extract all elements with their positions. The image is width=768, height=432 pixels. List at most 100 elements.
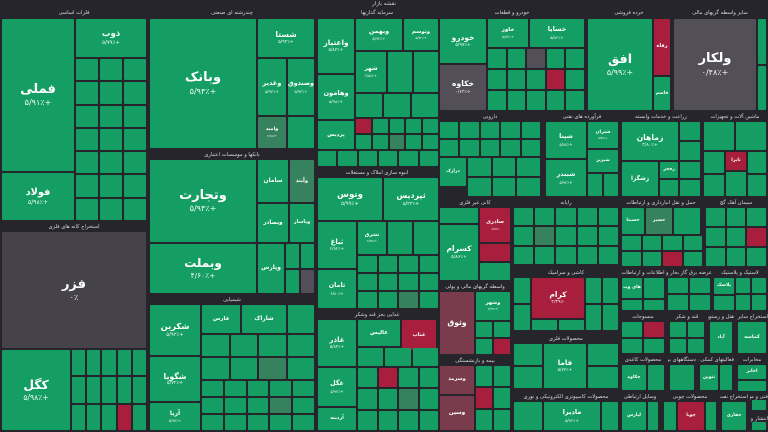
treemap-tile[interactable]: [87, 377, 101, 403]
treemap-tile[interactable]: [622, 252, 641, 266]
treemap-tile[interactable]: [100, 82, 122, 104]
treemap-tile[interactable]: [604, 174, 618, 196]
treemap-tile[interactable]: [72, 404, 86, 430]
treemap-tile[interactable]: [399, 274, 418, 290]
treemap-tile-وصندوق[interactable]: وصندوق +۵/۹۳٪: [288, 59, 314, 115]
treemap-tile[interactable]: [389, 119, 405, 133]
treemap-tile[interactable]: [224, 415, 246, 430]
treemap-tile[interactable]: [476, 322, 492, 337]
treemap-tile[interactable]: [680, 180, 700, 196]
treemap-tile[interactable]: [752, 295, 766, 310]
treemap-tile[interactable]: [124, 128, 146, 151]
treemap-tile[interactable]: [663, 252, 682, 266]
treemap-tile[interactable]: [460, 122, 479, 138]
treemap-tile[interactable]: [259, 335, 286, 356]
treemap-tile-وتوسم[interactable]: وتوسم +۵/۷۲٪: [404, 19, 438, 50]
treemap-tile[interactable]: [668, 278, 688, 293]
treemap-tile[interactable]: [379, 151, 398, 166]
treemap-tile[interactable]: [603, 278, 618, 303]
treemap-tile[interactable]: [202, 335, 229, 356]
treemap-tile-آریا[interactable]: آریا +۵/۹۷٪: [150, 403, 200, 430]
treemap-tile[interactable]: [476, 388, 492, 408]
treemap-tile-تایرا[interactable]: تایرا: [726, 152, 746, 170]
treemap-tile[interactable]: [546, 49, 565, 68]
treemap-tile[interactable]: [690, 295, 710, 310]
treemap-tile[interactable]: [588, 367, 618, 388]
treemap-tile-وشهر[interactable]: وشهر +۲/۹۳٪: [476, 292, 510, 320]
treemap-tile[interactable]: [288, 117, 314, 148]
treemap-tile[interactable]: [752, 278, 766, 293]
treemap-tile[interactable]: [532, 320, 557, 330]
treemap-tile[interactable]: [736, 278, 750, 293]
treemap-tile[interactable]: [389, 135, 405, 149]
treemap-tile-زماهان[interactable]: زماهان +۴/۸۰٪: [622, 122, 678, 160]
treemap-tile-ثپردیس[interactable]: ثپردیس +۵/۴۳٪: [384, 178, 438, 220]
treemap-tile[interactable]: [76, 59, 98, 81]
treemap-tile-ذوب[interactable]: ذوب +۵/۷۹٪: [76, 19, 146, 57]
treemap-tile[interactable]: [102, 350, 116, 376]
treemap-tile[interactable]: [683, 236, 702, 250]
treemap-tile[interactable]: [588, 344, 618, 365]
treemap-tile[interactable]: [663, 236, 682, 250]
treemap-tile[interactable]: [706, 208, 725, 226]
treemap-tile[interactable]: [378, 292, 397, 308]
treemap-tile-ثشرق[interactable]: ثشرق +۲/۷۵٪: [358, 222, 386, 254]
treemap-tile-شپنا[interactable]: شپنا +۵/۸۷٪: [546, 122, 586, 158]
treemap-tile[interactable]: [358, 410, 377, 430]
treemap-tile[interactable]: [468, 178, 491, 196]
treemap-tile-اخابر[interactable]: اخابر: [738, 365, 766, 379]
treemap-tile-خکاوه[interactable]: خکاوه +۰/۶۲٪: [440, 65, 486, 110]
treemap-tile[interactable]: [384, 94, 410, 117]
treemap-tile[interactable]: [748, 152, 766, 173]
treemap-tile[interactable]: [738, 381, 766, 391]
treemap-tile[interactable]: [598, 208, 618, 226]
treemap-tile[interactable]: [492, 158, 516, 176]
treemap-tile[interactable]: [76, 175, 98, 197]
treemap-tile[interactable]: [644, 338, 664, 353]
treemap-tile[interactable]: [358, 256, 377, 272]
treemap-tile-چکاوه[interactable]: چکاوه: [622, 365, 646, 390]
treemap-tile[interactable]: [358, 389, 377, 409]
treemap-tile[interactable]: [706, 228, 725, 246]
treemap-tile[interactable]: [577, 246, 597, 264]
treemap-tile[interactable]: [414, 52, 438, 92]
treemap-tile[interactable]: [514, 227, 534, 245]
treemap-tile[interactable]: [501, 140, 520, 156]
treemap-tile[interactable]: [124, 82, 146, 104]
treemap-tile[interactable]: [680, 142, 700, 160]
treemap-tile[interactable]: [514, 344, 542, 365]
treemap-tile[interactable]: [440, 140, 459, 156]
treemap-tile[interactable]: [535, 246, 555, 264]
treemap-tile-لپارس[interactable]: لپارس: [622, 402, 646, 430]
treemap-tile[interactable]: [664, 402, 676, 430]
treemap-tile[interactable]: [372, 135, 388, 149]
treemap-tile[interactable]: [517, 158, 540, 176]
treemap-tile[interactable]: [488, 91, 506, 110]
treemap-tile-ثباغ[interactable]: ثباغ +۲/۸۲٪: [318, 222, 356, 268]
treemap-tile[interactable]: [87, 404, 101, 430]
treemap-tile[interactable]: [598, 227, 618, 245]
treemap-tile[interactable]: [124, 175, 146, 197]
treemap-tile[interactable]: [423, 135, 438, 149]
treemap-tile-شگویا[interactable]: شگویا +۵/۷۲٪: [150, 357, 200, 401]
treemap-tile-درازک[interactable]: درازک: [440, 158, 466, 186]
treemap-tile[interactable]: [546, 91, 565, 110]
treemap-tile[interactable]: [124, 152, 146, 174]
treemap-tile-ثامان[interactable]: ثامان +۴/۸۰٪: [318, 270, 356, 308]
treemap-tile-کماسه[interactable]: کماسه: [738, 322, 766, 353]
treemap-tile[interactable]: [559, 320, 584, 330]
treemap-tile[interactable]: [736, 295, 750, 310]
treemap-tile[interactable]: [76, 128, 98, 151]
treemap-tile[interactable]: [683, 252, 702, 266]
treemap-tile[interactable]: [414, 222, 438, 254]
treemap-tile[interactable]: [556, 227, 576, 245]
treemap-tile[interactable]: [399, 368, 418, 388]
treemap-tile-فزر[interactable]: فزر ۰٪: [2, 232, 146, 348]
treemap-tile[interactable]: [100, 59, 122, 81]
treemap-tile[interactable]: [517, 178, 540, 196]
treemap-tile-شاراک[interactable]: شاراک: [242, 305, 286, 333]
treemap-tile-زفجر[interactable]: زفجر: [660, 162, 678, 178]
treemap-tile[interactable]: [423, 119, 438, 133]
treemap-tile[interactable]: [287, 335, 314, 356]
treemap-tile[interactable]: [76, 198, 98, 220]
